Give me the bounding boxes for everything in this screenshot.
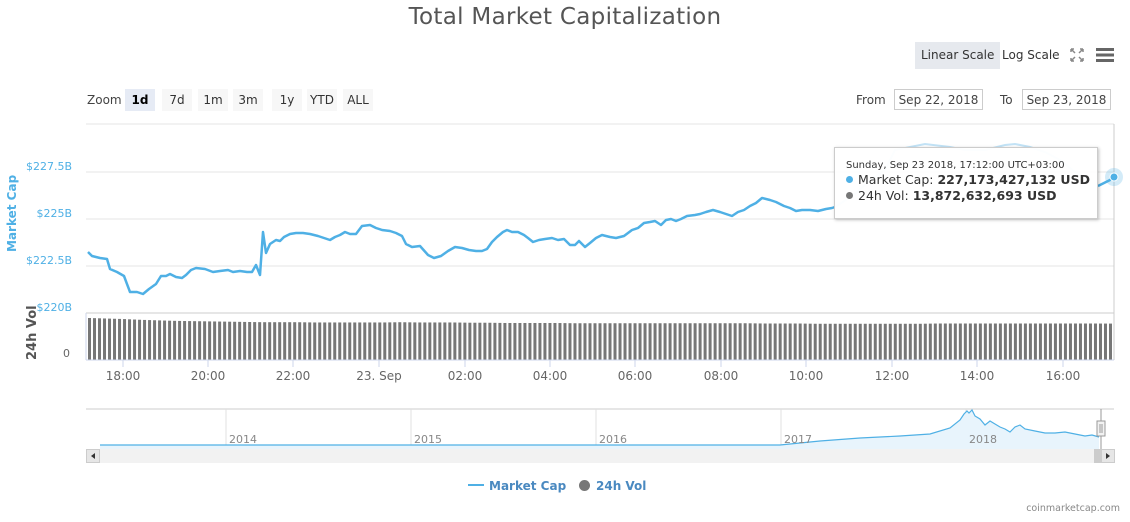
y-tick-222-5b: $222.5B	[25, 254, 72, 267]
volume-bars	[88, 318, 1112, 360]
chart-title: Total Market Capitalization	[408, 4, 722, 30]
scroll-left-button[interactable]	[86, 449, 100, 463]
y-tick-225b: $225B	[36, 207, 72, 220]
navigator-line	[100, 408, 1100, 446]
legend-market-cap-label: Market Cap	[489, 479, 567, 493]
linear-scale-button[interactable]: Linear Scale	[915, 42, 1001, 69]
legend-item-market-cap[interactable]: Market Cap	[468, 479, 566, 493]
tooltip-volume-row: 24h Vol: 13,872,632,693 USD	[846, 188, 1097, 203]
tooltip-market-cap-row: Market Cap: 227,173,427,132 USD	[846, 172, 1097, 187]
tooltip-volume-label: 24h Vol:	[858, 188, 909, 203]
credits-link[interactable]: coinmarketcap.com	[1026, 503, 1120, 514]
zoom-ytd-button[interactable]: YTD	[307, 89, 337, 111]
navigator-handle[interactable]	[1096, 420, 1106, 437]
zoom-7d-button[interactable]: 7d	[162, 89, 192, 111]
zoom-1d-button[interactable]: 1d	[125, 89, 155, 111]
volume-tick-0: 0	[63, 347, 70, 360]
to-date-input[interactable]: Sep 23, 2018	[1022, 89, 1111, 110]
hamburger-menu-icon[interactable]	[1096, 47, 1114, 63]
hover-point	[1109, 172, 1119, 182]
zoom-all-button[interactable]: ALL	[343, 89, 373, 111]
navigator-year-2018: 2018	[969, 433, 997, 446]
tooltip-market-cap-label: Market Cap:	[858, 172, 934, 187]
x-tick-1400: 14:00	[959, 369, 995, 383]
zoom-1m-button[interactable]: 1m	[198, 89, 228, 111]
navigator-year-2016: 2016	[599, 433, 627, 446]
zoom-3m-button[interactable]: 3m	[233, 89, 263, 111]
tooltip: Sunday, Sep 23 2018, 17:12:00 UTC+03:00 …	[834, 147, 1098, 219]
fullscreen-icon[interactable]	[1069, 47, 1085, 63]
navigator-year-2014: 2014	[229, 433, 257, 446]
volume-dot-legend-icon	[579, 480, 590, 491]
zoom-label: Zoom	[87, 93, 122, 107]
zoom-1y-button[interactable]: 1y	[272, 89, 302, 111]
market-cap-dot-icon	[846, 176, 853, 183]
navigator-year-2017: 2017	[784, 433, 812, 446]
to-label: To	[1000, 93, 1013, 107]
from-date-input[interactable]: Sep 22, 2018	[894, 89, 983, 110]
navigator[interactable]	[0, 400, 1130, 470]
y-tick-227-5b: $227.5B	[25, 160, 72, 173]
x-tick-0200: 02:00	[447, 369, 483, 383]
log-scale-button[interactable]: Log Scale	[1002, 48, 1060, 62]
main-plot[interactable]	[0, 0, 1130, 400]
volume-dot-icon	[846, 192, 853, 199]
scrollbar-thumb	[1094, 449, 1102, 463]
x-tick-0800: 08:00	[703, 369, 739, 383]
market-cap-line	[87, 196, 836, 296]
tooltip-market-cap-value: 227,173,427,132 USD	[937, 172, 1090, 187]
x-tick-23-sep: 23. Sep	[356, 369, 402, 383]
x-tick-1200: 12:00	[874, 369, 910, 383]
legend-item-volume[interactable]: 24h Vol	[579, 479, 646, 493]
tooltip-volume-value: 13,872,632,693 USD	[912, 188, 1057, 203]
market-cap-line-icon	[468, 484, 484, 486]
x-tick-1800: 18:00	[105, 369, 141, 383]
legend-volume-label: 24h Vol	[596, 479, 647, 493]
y-tick-220b: $220B	[36, 301, 72, 314]
x-tick-1600: 16:00	[1045, 369, 1081, 383]
scrollbar-track	[86, 449, 1114, 463]
navigator-year-2015: 2015	[414, 433, 442, 446]
x-tick-2000: 20:00	[190, 369, 226, 383]
from-label: From	[856, 93, 886, 107]
scroll-right-button[interactable]	[1101, 449, 1115, 463]
x-tick-0400: 04:00	[532, 369, 568, 383]
tooltip-date: Sunday, Sep 23 2018, 17:12:00 UTC+03:00	[846, 160, 1065, 171]
x-tick-1000: 10:00	[788, 369, 824, 383]
x-tick-0600: 06:00	[617, 369, 653, 383]
x-tick-2200: 22:00	[275, 369, 311, 383]
